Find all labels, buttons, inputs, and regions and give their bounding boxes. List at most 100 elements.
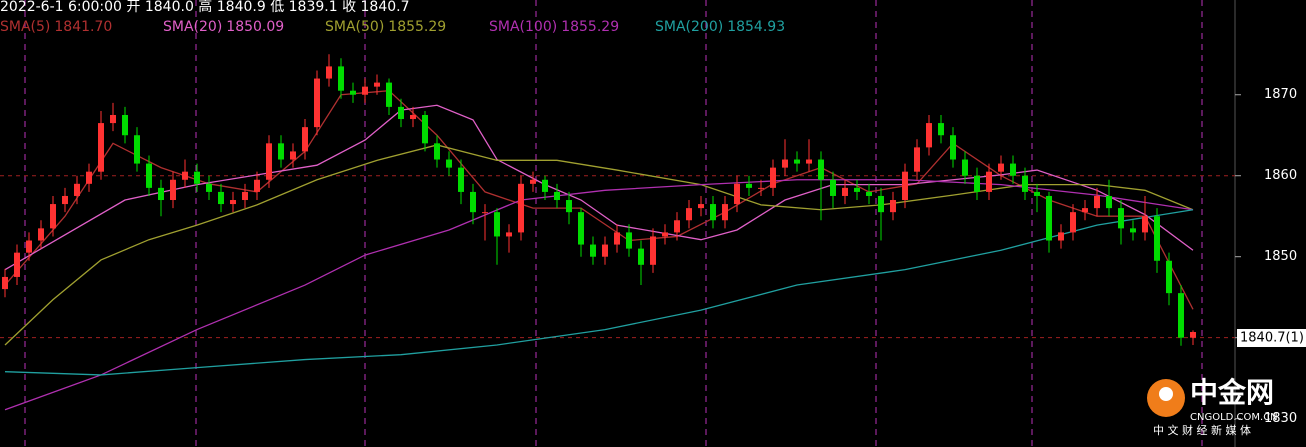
candle-body xyxy=(518,183,524,233)
candle-body xyxy=(1130,228,1136,233)
candle-body xyxy=(2,276,8,290)
candle-body xyxy=(434,143,440,160)
watermark: 中金网 CNGOLD.COM.CN 中 文 财 经 新 媒 体 xyxy=(1147,376,1278,437)
candle-body xyxy=(1118,208,1124,229)
legend-value: 1841.70 xyxy=(54,19,112,35)
candles xyxy=(2,54,1196,346)
candle-body xyxy=(782,159,788,168)
candle-body xyxy=(338,66,344,91)
logo-slogan: 中 文 财 经 新 媒 体 xyxy=(1153,423,1251,437)
candle-body xyxy=(110,114,116,124)
y-tick-label: 1830 xyxy=(1264,411,1297,426)
candle-body xyxy=(938,123,944,136)
candle-body xyxy=(626,232,632,249)
candle-body xyxy=(1166,260,1172,294)
candle-body xyxy=(482,212,488,214)
sma-line xyxy=(4,179,1194,411)
sma-line xyxy=(4,144,1194,346)
candle-body xyxy=(998,163,1004,172)
candle-body xyxy=(554,191,560,201)
candle-body xyxy=(254,179,260,192)
candle-body xyxy=(770,167,776,188)
y-tick-label: 1850 xyxy=(1264,249,1297,264)
candle-body xyxy=(818,159,824,180)
candle-body xyxy=(410,114,416,120)
candle-body xyxy=(614,232,620,245)
candle-body xyxy=(74,183,80,196)
candle-body xyxy=(662,232,668,237)
candle-body xyxy=(806,159,812,164)
candle-body xyxy=(386,82,392,107)
y-tick-label: 1870 xyxy=(1264,87,1297,102)
candle-body xyxy=(470,191,476,213)
legend: SMA(5) 1841.70 SMA(20) 1850.09 SMA(50) 1855.2… xyxy=(0,19,785,35)
candle-body xyxy=(218,191,224,205)
candle-body xyxy=(830,179,836,196)
candle-body xyxy=(1142,216,1148,233)
legend-value: 1855.29 xyxy=(561,19,619,35)
candle-body xyxy=(950,135,956,160)
sma-line xyxy=(4,90,1194,310)
candle-body xyxy=(866,191,872,196)
candle-body xyxy=(1022,175,1028,192)
candle-body xyxy=(398,106,404,120)
legend-name: SMA(100) xyxy=(489,19,557,35)
candle-body xyxy=(422,114,428,144)
candle-body xyxy=(578,212,584,245)
candle-body xyxy=(314,78,320,128)
candle-body xyxy=(350,90,356,95)
logo-icon-inner xyxy=(1159,387,1173,401)
candle-body xyxy=(926,123,932,148)
sma-line xyxy=(4,104,1194,271)
candle-body xyxy=(542,179,548,192)
legend-name: SMA(200) xyxy=(655,19,723,35)
candle-body xyxy=(206,183,212,192)
candle-body xyxy=(914,147,920,172)
candle-body xyxy=(602,244,608,257)
candle-body xyxy=(146,163,152,188)
candle-body xyxy=(278,143,284,160)
candle-body xyxy=(890,200,896,213)
candle-body xyxy=(1010,163,1016,176)
candle-body xyxy=(182,171,188,180)
candle-body xyxy=(170,179,176,201)
candle-body xyxy=(854,187,860,192)
candle-body xyxy=(1034,191,1040,196)
candle-body xyxy=(1154,216,1160,261)
candle-body xyxy=(242,191,248,201)
candle-body xyxy=(14,252,20,277)
candle-body xyxy=(722,204,728,221)
sma-lines xyxy=(4,90,1194,411)
candle-body xyxy=(86,171,92,184)
candle-body xyxy=(326,66,332,79)
candle-body xyxy=(506,232,512,237)
sma-line xyxy=(4,209,1194,376)
candle-body xyxy=(698,204,704,209)
candle-body xyxy=(266,143,272,180)
candle-body xyxy=(686,208,692,221)
candle-body xyxy=(842,187,848,196)
candle-body xyxy=(530,179,536,184)
candle-body xyxy=(1058,232,1064,241)
candle-body xyxy=(1190,332,1196,338)
candle-body xyxy=(974,175,980,192)
candle-body xyxy=(674,220,680,233)
ohlc-header: 2022-6-1 6:00:00 开 1840.0 高 1840.9 低 183… xyxy=(0,0,410,15)
candle-body xyxy=(1178,293,1184,338)
candle-body xyxy=(458,167,464,192)
y-tick-label: 1860 xyxy=(1264,168,1297,183)
candle-body xyxy=(746,183,752,188)
candle-body xyxy=(638,248,644,265)
legend-name: SMA(5) xyxy=(0,19,50,35)
candle-body xyxy=(962,159,968,176)
candle-body xyxy=(290,151,296,160)
price-box xyxy=(1237,329,1306,347)
candle-body xyxy=(122,114,128,136)
legend-value: 1854.93 xyxy=(727,19,785,35)
candle-body xyxy=(302,127,308,152)
legend-name: SMA(20) xyxy=(163,19,222,35)
candle-body xyxy=(494,212,500,237)
price-label: 1840.7(1) xyxy=(1240,331,1304,346)
candle-body xyxy=(1082,208,1088,213)
